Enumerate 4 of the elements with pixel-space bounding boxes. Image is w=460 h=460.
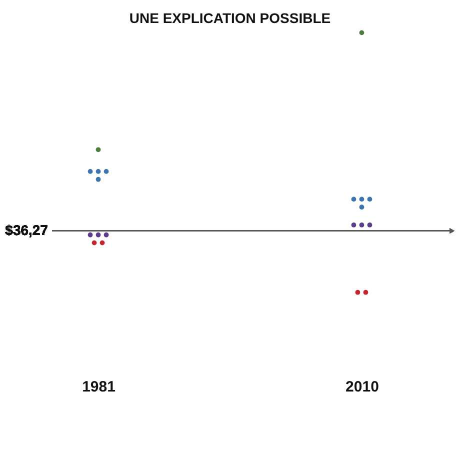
x-tick-label: 1981 bbox=[82, 378, 116, 396]
x-tick-label: 2010 bbox=[346, 378, 379, 396]
text: $36,27 bbox=[5, 222, 48, 238]
chart-title: UNE EXPLICATION POSSIBLE bbox=[129, 10, 331, 26]
